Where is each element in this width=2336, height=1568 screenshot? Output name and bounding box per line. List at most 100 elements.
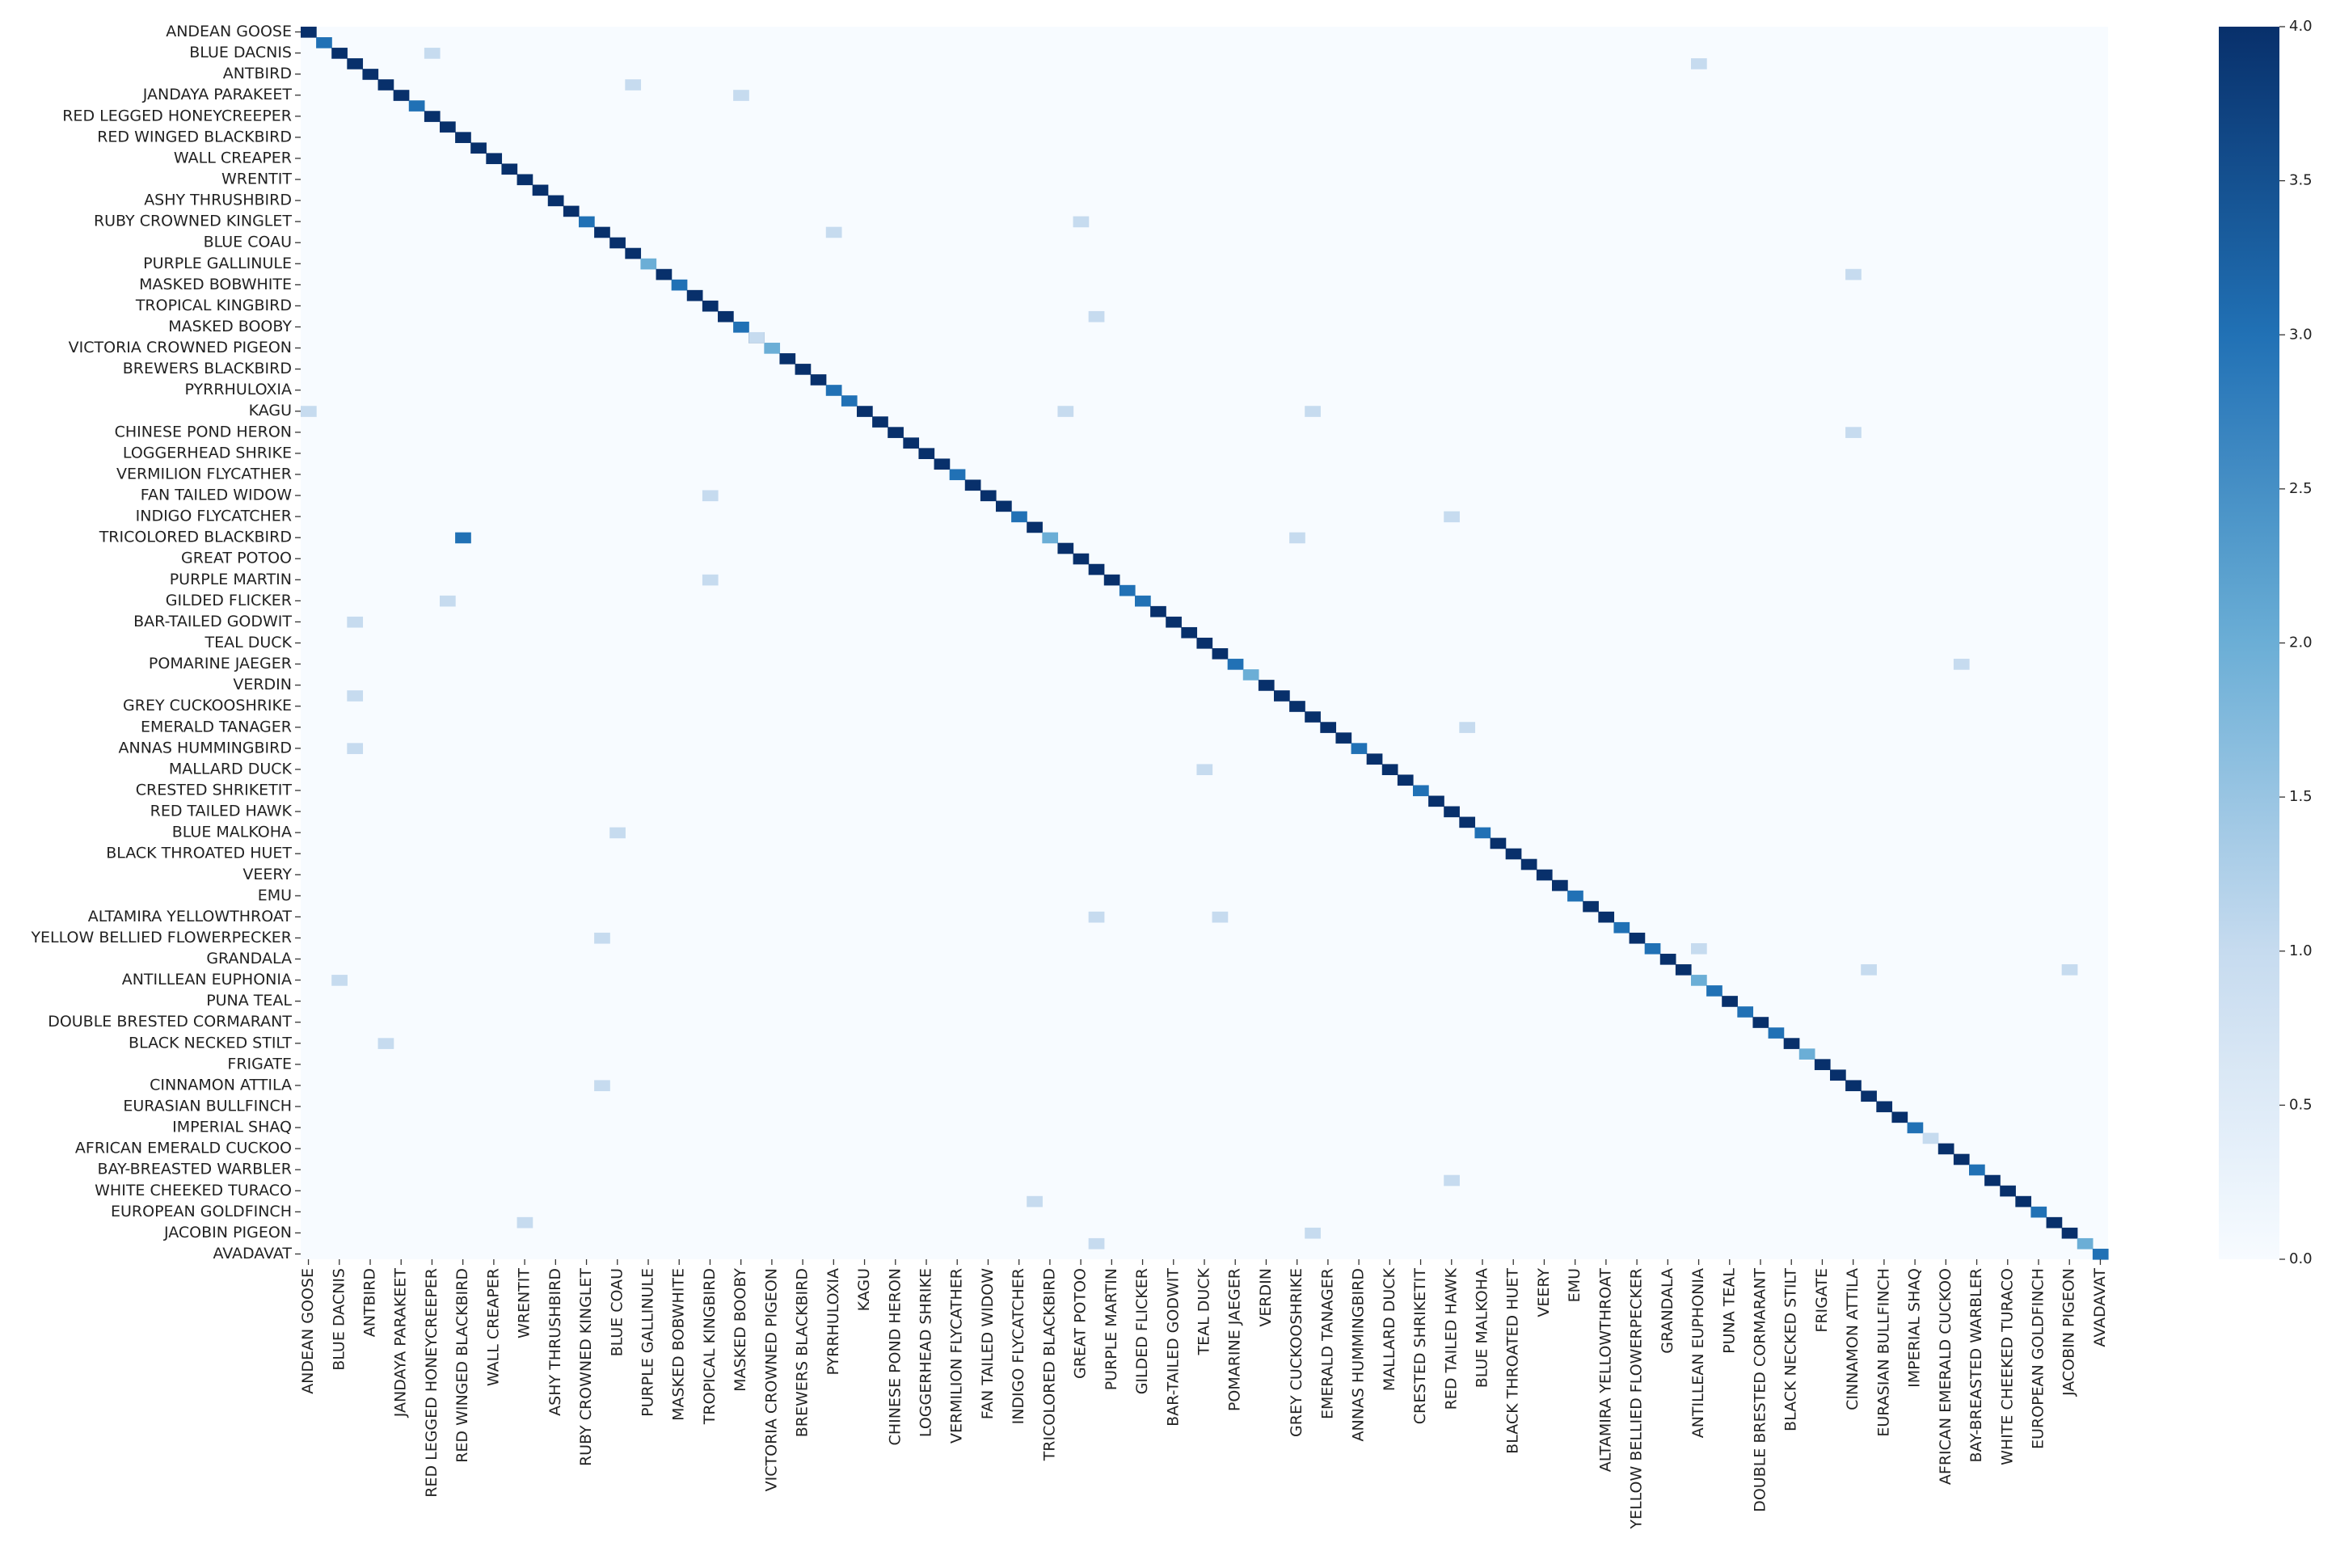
heatmap-cell-diagonal [1150, 605, 1166, 618]
heatmap-cell [1691, 942, 1707, 955]
heatmap-cell-diagonal [1598, 911, 1615, 923]
heatmap-cell-diagonal [1011, 511, 1027, 523]
heatmap-cell [1444, 1174, 1460, 1187]
x-tick-label: EUROPEAN GOLDFINCH [2030, 1268, 2047, 1449]
y-tick-label: CINNAMON ATTILA [150, 1076, 292, 1094]
x-tick-label: CHINESE POND HERON [886, 1268, 904, 1445]
y-tick-label: BLACK NECKED STILT [129, 1034, 292, 1052]
heatmap-cells [301, 27, 2109, 1260]
x-tick-label: LOGGERHEAD SHRIKE [917, 1268, 935, 1437]
heatmap-cell [1459, 722, 1476, 733]
x-tick-label: CINNAMON ATTILA [1844, 1268, 1862, 1410]
heatmap-cell-diagonal [872, 416, 888, 428]
heatmap-cell-diagonal [1073, 553, 1090, 565]
heatmap-cell-diagonal [1088, 563, 1105, 575]
heatmap-cell-diagonal [1181, 626, 1198, 639]
y-tick-label: JACOBIN PIGEON [163, 1224, 292, 1241]
heatmap-cell-diagonal [1722, 996, 1738, 1007]
heatmap-cell [625, 79, 642, 91]
heatmap-cell-diagonal [1675, 964, 1692, 976]
x-tick-label: BAR-TAILED GODWIT [1164, 1268, 1182, 1427]
heatmap-cell-diagonal [1119, 584, 1136, 596]
y-tick-label: MASKED BOOBY [168, 318, 292, 335]
heatmap-cell-diagonal [1335, 732, 1352, 744]
x-tick-label: GREAT POTOO [1072, 1268, 1090, 1379]
heatmap-cell-diagonal [686, 289, 703, 301]
x-tick-label: IMPERIAL SHAQ [1906, 1268, 1924, 1388]
x-tick-label: ALTAMIRA YELLOWTHROAT [1596, 1268, 1614, 1473]
y-tick-label: LOGGERHEAD SHRIKE [123, 444, 292, 462]
heatmap-cell [347, 616, 364, 628]
heatmap-cell-diagonal [1212, 648, 1229, 660]
heatmap-cell-diagonal [517, 174, 533, 186]
y-tick-label: PYRRHULOXIA [184, 381, 292, 398]
y-tick-label: BLUE DACNIS [189, 44, 292, 61]
heatmap-cell-diagonal [718, 310, 734, 322]
heatmap-cell [733, 90, 749, 101]
x-tick-label: PYRRHULOXIA [824, 1268, 842, 1376]
heatmap-cell-diagonal [1320, 722, 1337, 733]
heatmap-cell-diagonal [1783, 1038, 1800, 1049]
x-tick-label: GRANDALA [1659, 1268, 1676, 1354]
heatmap-cell-diagonal [1305, 711, 1321, 723]
heatmap-cell-diagonal [563, 205, 580, 217]
heatmap-cell-diagonal [501, 163, 518, 175]
heatmap-cell-diagonal [949, 469, 966, 481]
y-tick-label: AVADAVAT [213, 1245, 292, 1262]
heatmap-cell-diagonal [857, 406, 873, 417]
heatmap-cell [517, 1216, 533, 1229]
y-tick-label: VERDIN [233, 676, 292, 693]
x-tick-label: DOUBLE BRESTED CORMARANT [1752, 1268, 1769, 1512]
heatmap-cell-diagonal [1397, 774, 1414, 786]
y-tick-label: POMARINE JAEGER [149, 655, 292, 672]
heatmap-cell [1305, 406, 1321, 417]
x-tick-label: ANTBIRD [361, 1268, 379, 1337]
heatmap-cell-diagonal [671, 279, 688, 291]
heatmap-cell-diagonal [1428, 795, 1444, 807]
heatmap-cell-diagonal [362, 69, 379, 80]
x-tick-label: GREY CUCKOOSHRIKE [1288, 1268, 1305, 1437]
heatmap-cell-diagonal [1691, 975, 1707, 986]
heatmap-cell-diagonal [1552, 879, 1568, 891]
heatmap-cell [702, 574, 719, 586]
heatmap-cell [347, 743, 364, 754]
heatmap-cell-diagonal [1381, 764, 1398, 776]
y-tick-label: BLUE MALKOHA [172, 824, 292, 841]
y-tick-label: YELLOW BELLIED FLOWERPECKER [30, 929, 292, 946]
x-tick-label: BLUE MALKOHA [1474, 1268, 1491, 1388]
x-tick-label: MALLARD DUCK [1381, 1267, 1398, 1391]
x-tick-label: CRESTED SHRIKETIT [1411, 1268, 1429, 1425]
heatmap-cell-diagonal [764, 343, 781, 354]
heatmap-cell-diagonal [1459, 816, 1476, 828]
y-tick-label: VERMILION FLYCATHER [116, 465, 292, 483]
heatmap-cell [424, 48, 441, 59]
x-tick-label: WRENTIT [516, 1268, 533, 1338]
heatmap-cell-diagonal [980, 490, 997, 502]
heatmap-cell-diagonal [1907, 1122, 1924, 1134]
heatmap-cell-diagonal [1366, 753, 1383, 765]
y-tick-label: WALL CREAPER [174, 149, 292, 166]
y-tick-label: TEAL DUCK [205, 634, 293, 651]
x-tick-label: BLACK NECKED STILT [1782, 1268, 1800, 1431]
heatmap-cell-diagonal [825, 385, 842, 396]
heatmap-cell-diagonal [964, 479, 981, 491]
heatmap-cell-diagonal [1505, 848, 1522, 860]
heatmap-cell-diagonal [1752, 1017, 1769, 1028]
y-tick-label: EMU [258, 887, 292, 904]
y-tick-label: RUBY CROWNED KINGLET [94, 213, 292, 230]
heatmap-cell [455, 532, 471, 544]
y-tick-label: EURASIAN BULLFINCH [123, 1098, 292, 1115]
heatmap-cell-diagonal [1830, 1069, 1846, 1081]
heatmap-cell-diagonal [1922, 1132, 1939, 1144]
heatmap-cell-diagonal [903, 437, 920, 449]
x-tick-label: JACOBIN PIGEON [2060, 1268, 2078, 1397]
y-axis: ANDEAN GOOSE BLUE DACNIS ANTBIRD JANDAYA PA… [30, 23, 301, 1262]
x-tick-label: RUBY CROWNED KINGLET [577, 1268, 595, 1466]
y-tick-label: GREAT POTOO [181, 550, 292, 567]
y-tick-label: TRICOLORED BLACKBIRD [99, 529, 292, 546]
x-tick-label: INDIGO FLYCATCHER [1010, 1268, 1027, 1424]
heatmap-cell-diagonal [470, 142, 487, 154]
y-tick-label: RED LEGGED HONEYCREEPER [62, 107, 292, 124]
heatmap-cell [2061, 964, 2078, 976]
heatmap-cell-diagonal [1583, 900, 1599, 913]
